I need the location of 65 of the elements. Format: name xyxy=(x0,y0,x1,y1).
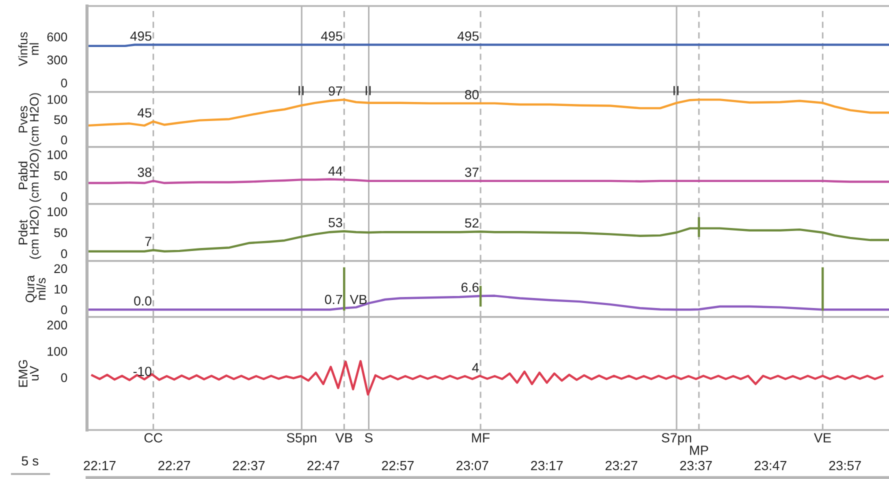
annotation: 4 xyxy=(472,363,479,372)
y-tick-label: 50 xyxy=(54,171,68,180)
ref-line-label: MP xyxy=(690,446,708,455)
x-tick-label: 22:17 xyxy=(84,460,116,470)
ref-line-label: S7pn xyxy=(662,433,692,446)
x-tick-label: 23:17 xyxy=(531,460,563,470)
annotation: 37 xyxy=(464,168,479,177)
annotation: 495 xyxy=(130,31,152,41)
x-tick-label: 22:47 xyxy=(307,460,340,470)
annotation: 495 xyxy=(457,31,479,41)
x-tick-label: 22:57 xyxy=(382,460,414,470)
y-axis-title: Pdet (cm H2O) xyxy=(18,206,42,259)
x-tick-label: 23:27 xyxy=(606,460,638,470)
annotation: 52 xyxy=(465,218,479,228)
annotation: 53 xyxy=(328,218,342,228)
y-tick-label: 100 xyxy=(48,150,68,160)
annotation: 97 xyxy=(328,86,342,96)
y-tick-label: 50 xyxy=(54,228,68,238)
y-tick-label: 0 xyxy=(61,373,68,382)
y-tick-label: 10 xyxy=(54,284,68,294)
y-tick-label: 200 xyxy=(47,320,68,330)
x-tick-label: 23:07 xyxy=(456,460,488,470)
annotation: 6.6 xyxy=(461,282,479,292)
x-tick-label: 23:57 xyxy=(829,460,861,470)
ref-line-label: MF xyxy=(472,433,490,442)
y-axis-title: Qura ml/s xyxy=(26,275,46,302)
y-tick-label: 300 xyxy=(47,56,68,64)
y-axis-title: Pabd (cm H2O) xyxy=(18,149,42,202)
y-axis-title: EMG uV xyxy=(18,360,39,387)
text: 5 s xyxy=(22,456,38,466)
annotation: 44 xyxy=(328,166,342,176)
y-tick-label: 0 xyxy=(61,305,68,314)
annotation: -10 xyxy=(133,366,152,376)
y-tick-label: 0 xyxy=(61,136,68,144)
annotation: 495 xyxy=(321,31,342,41)
annotation: VB xyxy=(350,294,367,304)
annotation: 45 xyxy=(138,108,152,118)
annotation: II xyxy=(674,86,678,96)
y-tick-label: 100 xyxy=(48,95,68,104)
y-tick-label: 100 xyxy=(48,207,68,216)
x-tick-label: 23:47 xyxy=(754,460,786,470)
y-tick-label: 100 xyxy=(48,346,68,356)
y-tick-label: 0 xyxy=(61,78,68,88)
y-tick-label: 600 xyxy=(47,32,68,42)
annotation: 7 xyxy=(145,236,152,246)
y-axis-title: Pves (cm H2O) xyxy=(18,93,42,146)
ref-line-label: VB xyxy=(335,433,352,442)
annotation: II xyxy=(366,86,371,96)
y-axis-title: Vinfus ml xyxy=(18,32,39,66)
ref-line-label: VE xyxy=(814,433,831,442)
x-tick-label: 23:37 xyxy=(680,460,712,470)
x-tick-label: 22:37 xyxy=(232,460,265,470)
y-tick-label: 50 xyxy=(54,115,68,124)
y-tick-label: 0 xyxy=(61,249,68,258)
annotation: 0.0 xyxy=(134,296,152,306)
ref-line-label: S xyxy=(364,433,373,442)
ref-line-label: CC xyxy=(144,433,162,442)
annotation: 80 xyxy=(465,90,479,100)
x-tick-label: 22:27 xyxy=(158,460,190,470)
y-tick-label: 20 xyxy=(54,264,68,274)
annotation: II xyxy=(298,86,304,96)
annotation: 38 xyxy=(138,168,152,177)
y-tick-label: 0 xyxy=(61,192,68,202)
annotation: 0.7 xyxy=(324,294,342,304)
ref-line-label: S5pn xyxy=(286,433,316,446)
